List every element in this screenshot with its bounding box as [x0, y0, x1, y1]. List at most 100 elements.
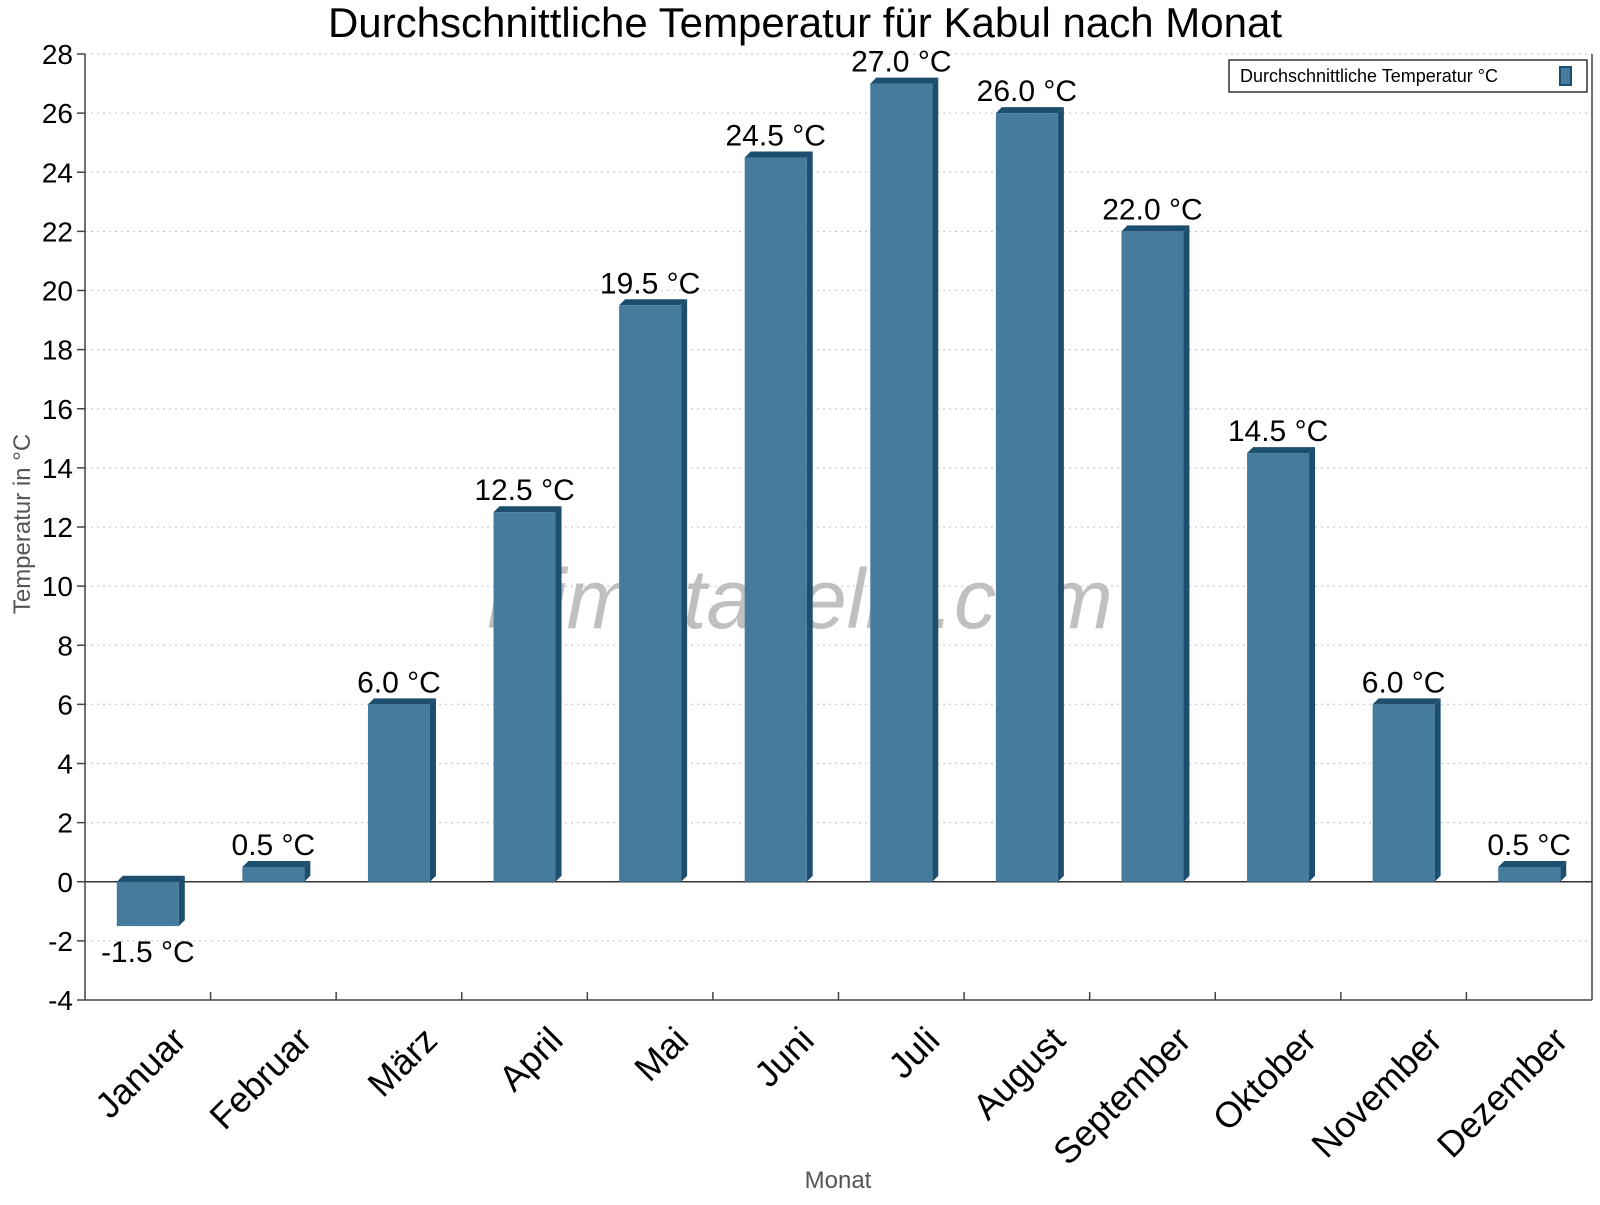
bar-value-label: 26.0 °C — [977, 75, 1077, 108]
y-tick-label: 24 — [42, 157, 73, 188]
bar — [1247, 447, 1316, 882]
bar-side — [555, 506, 562, 882]
bar-top — [116, 875, 185, 882]
legend-box — [1228, 59, 1588, 93]
x-tick-label: April — [491, 1019, 571, 1099]
bar-top — [367, 698, 436, 705]
bar-top — [493, 506, 562, 513]
x-tick-label: März — [359, 1019, 445, 1105]
bar-side — [1560, 860, 1567, 882]
bar — [995, 107, 1064, 882]
y-tick-label: 16 — [42, 394, 73, 425]
x-tick-label: September — [1045, 1019, 1199, 1173]
bar-value-label: -1.5 °C — [101, 936, 195, 969]
bar-side — [681, 299, 688, 882]
y-tick-label: 0 — [57, 867, 73, 898]
bar-value-label: 0.5 °C — [1487, 829, 1571, 862]
bar-top — [744, 151, 813, 158]
grid-lines — [85, 53, 1592, 1001]
bar-top — [1372, 698, 1441, 705]
y-tick-label: 14 — [42, 453, 73, 484]
chart-title: Durchschnittliche Temperatur für Kabul n… — [328, 0, 1282, 46]
y-tick-label: 4 — [57, 749, 73, 780]
y-tick-label: -4 — [48, 985, 73, 1016]
y-tick-label: 26 — [42, 98, 73, 129]
x-tick-label: Oktober — [1205, 1019, 1325, 1139]
x-tick-label: Januar — [87, 1019, 194, 1126]
bar-front — [1247, 453, 1310, 882]
bar — [870, 77, 939, 882]
y-tick-label: 6 — [57, 689, 73, 720]
y-tick-label: 12 — [42, 512, 73, 543]
bar-value-label: 19.5 °C — [600, 267, 700, 300]
x-axis-tick-labels: Januar Februar März April Mai Juni Juli AugustS… — [87, 1019, 1575, 1173]
y-tick-label: 10 — [42, 571, 73, 602]
y-tick-label: -2 — [48, 926, 73, 957]
bar — [367, 698, 436, 882]
bar-top — [995, 107, 1064, 114]
legend-swatch — [1559, 66, 1572, 86]
bar — [1121, 225, 1190, 882]
bar — [1498, 860, 1567, 882]
data-labels: -1.5 °C 0.5 °C 6.0 °C 12.5 °C 19.5 °C 24.5 °C… — [101, 46, 1571, 970]
bars — [116, 77, 1567, 927]
bar-front — [744, 157, 807, 882]
bar-side — [1057, 107, 1064, 882]
bar-side — [806, 151, 813, 882]
bar-front — [870, 83, 933, 882]
bar — [493, 506, 562, 882]
bar-value-label: 12.5 °C — [474, 474, 574, 507]
y-tick-label: 18 — [42, 335, 73, 366]
x-tick-label: November — [1303, 1019, 1449, 1165]
bar-value-label: 14.5 °C — [1228, 415, 1328, 448]
x-tick-label: August — [965, 1019, 1073, 1127]
bar-front — [367, 704, 430, 882]
x-tick-label: Dezember — [1429, 1019, 1575, 1165]
bar-front — [1372, 704, 1435, 882]
bar-front — [242, 866, 305, 882]
bar-side — [932, 77, 939, 882]
x-tick-label: Juni — [746, 1019, 822, 1095]
bar-side — [1434, 698, 1441, 882]
bar-value-label: 6.0 °C — [1362, 666, 1446, 699]
y-tick-label: 20 — [42, 276, 73, 307]
y-tick-label: 28 — [42, 39, 73, 70]
bar-value-label: 0.5 °C — [232, 829, 316, 862]
bar — [1372, 698, 1441, 882]
legend: Durchschnittliche Temperatur °C — [1228, 59, 1588, 93]
x-axis-title: Monat — [805, 1167, 872, 1194]
y-tick-label: 8 — [57, 630, 73, 661]
bar-front — [493, 512, 556, 882]
bar-side — [178, 875, 185, 927]
bar-top — [242, 860, 311, 867]
bar-front — [1498, 866, 1561, 882]
bar-value-label: 6.0 °C — [357, 666, 441, 699]
bar — [744, 151, 813, 882]
bar-top — [619, 299, 688, 306]
bar — [242, 860, 311, 882]
bar-value-label: 22.0 °C — [1102, 193, 1202, 226]
bar-front — [1121, 231, 1184, 882]
bar-top — [1121, 225, 1190, 232]
bar-front — [116, 881, 179, 927]
bar-front — [995, 113, 1058, 882]
bar-side — [429, 698, 436, 882]
x-tick-label: Februar — [201, 1019, 319, 1137]
bar — [619, 299, 688, 882]
bar-top — [870, 77, 939, 84]
legend-label: Durchschnittliche Temperatur °C — [1240, 66, 1498, 86]
bar — [116, 875, 185, 927]
axes — [77, 53, 1593, 1001]
y-tick-label: 22 — [42, 216, 73, 247]
bar-side — [304, 860, 311, 882]
x-tick-label: Juli — [880, 1019, 947, 1086]
bar-top — [1498, 860, 1567, 867]
bar-side — [1183, 225, 1190, 882]
bar-value-label: 27.0 °C — [851, 46, 951, 79]
bar-top — [1247, 447, 1316, 454]
y-tick-label: 2 — [57, 808, 73, 839]
bar-side — [1309, 447, 1316, 882]
